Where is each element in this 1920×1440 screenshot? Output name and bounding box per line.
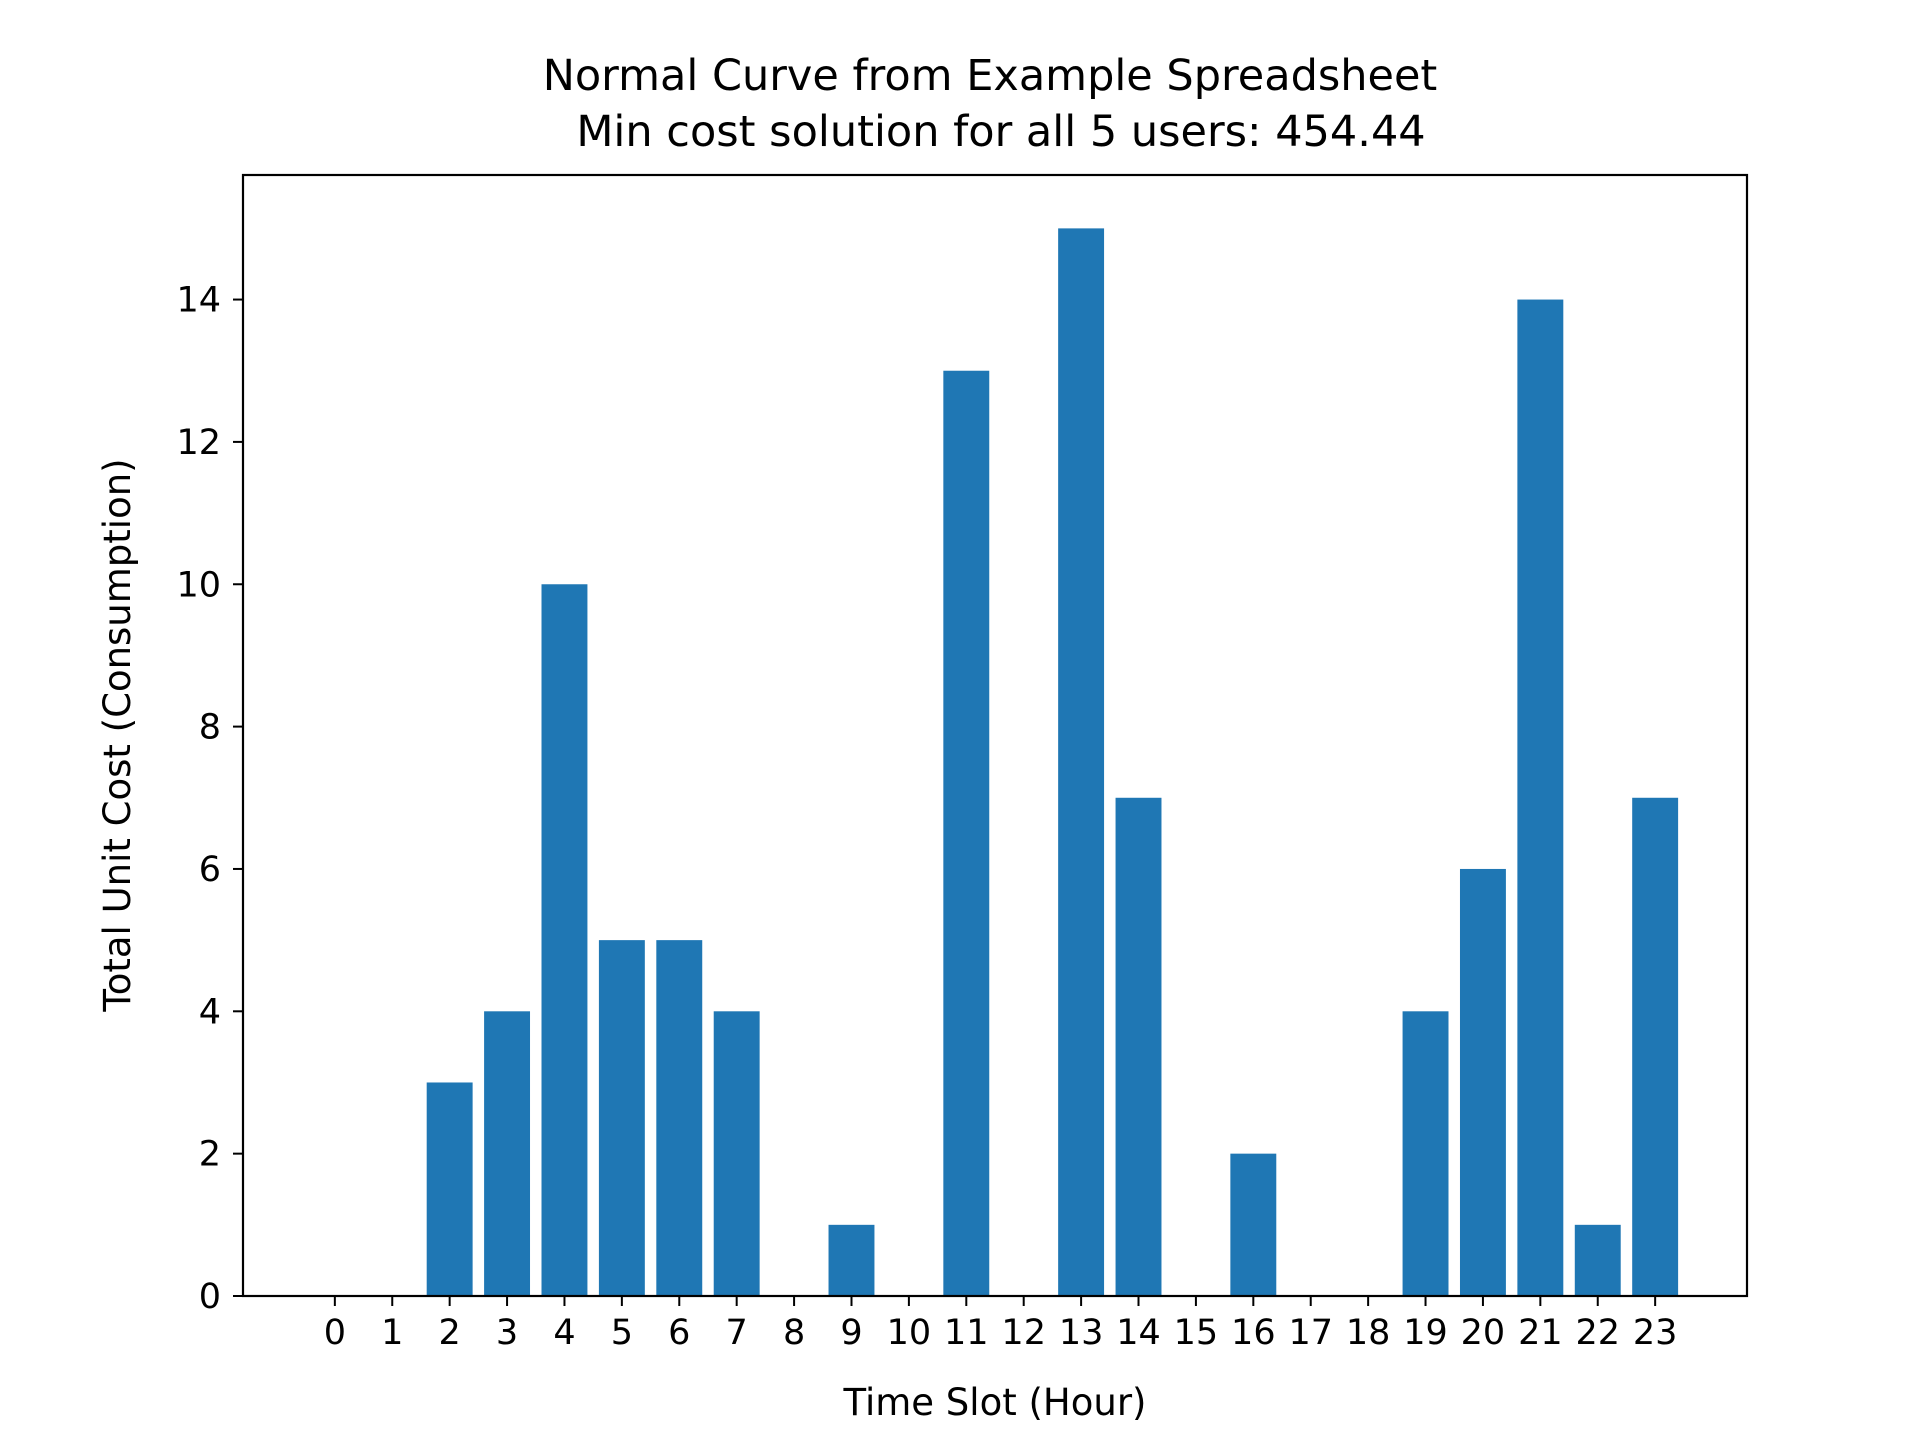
x-tick-label: 12 bbox=[1001, 1313, 1046, 1353]
y-tick-label: 4 bbox=[199, 992, 221, 1032]
x-tick-label: 15 bbox=[1174, 1313, 1219, 1353]
y-tick-label: 14 bbox=[176, 281, 221, 321]
bar-hour-16 bbox=[1230, 1153, 1277, 1296]
x-tick-label: 10 bbox=[887, 1313, 932, 1353]
bar-hour-11 bbox=[943, 370, 990, 1296]
x-tick-label: 8 bbox=[783, 1313, 805, 1353]
x-tick-label: 16 bbox=[1231, 1313, 1276, 1353]
y-axis-ticks: 0 2 4 6 8 10 12 14 bbox=[176, 281, 243, 1317]
chart-subtitle: Min cost solution for all 5 users: 454.4… bbox=[576, 107, 1425, 157]
chart-title: Normal Curve from Example Spreadsheet bbox=[543, 51, 1438, 101]
bar-hour-21 bbox=[1517, 299, 1564, 1296]
x-tick-label: 2 bbox=[439, 1313, 461, 1353]
bar-hour-2 bbox=[426, 1082, 473, 1296]
bar-hour-19 bbox=[1402, 1011, 1449, 1296]
bar-hour-9 bbox=[828, 1224, 875, 1296]
bar-hour-6 bbox=[656, 940, 703, 1296]
x-axis-ticks: 0 1 2 3 4 5 6 7 8 9 10 11 12 13 14 15 16 17 18 19 20 21 22 23 bbox=[324, 1296, 1678, 1353]
bar-hour-3 bbox=[484, 1011, 531, 1296]
x-tick-label: 4 bbox=[553, 1313, 575, 1353]
x-tick-label: 14 bbox=[1116, 1313, 1161, 1353]
x-tick-label: 23 bbox=[1633, 1313, 1678, 1353]
bar-hour-14 bbox=[1115, 797, 1162, 1296]
y-axis-label: Total Unit Cost (Consumption) bbox=[96, 458, 139, 1012]
x-tick-label: 21 bbox=[1518, 1313, 1563, 1353]
bar-hour-7 bbox=[713, 1011, 760, 1296]
x-tick-label: 0 bbox=[324, 1313, 346, 1353]
y-tick-label: 12 bbox=[176, 423, 221, 463]
x-tick-label: 3 bbox=[496, 1313, 518, 1353]
x-tick-label: 22 bbox=[1575, 1313, 1620, 1353]
bar-hour-4 bbox=[541, 584, 588, 1296]
bar-hour-20 bbox=[1459, 868, 1506, 1296]
x-tick-label: 17 bbox=[1288, 1313, 1333, 1353]
x-tick-label: 5 bbox=[611, 1313, 633, 1353]
y-tick-label: 2 bbox=[199, 1135, 221, 1175]
y-tick-label: 8 bbox=[199, 708, 221, 748]
x-tick-label: 13 bbox=[1059, 1313, 1104, 1353]
bar-hour-23 bbox=[1632, 797, 1679, 1296]
x-tick-label: 20 bbox=[1461, 1313, 1506, 1353]
y-tick-label: 6 bbox=[199, 850, 221, 890]
x-tick-label: 11 bbox=[944, 1313, 989, 1353]
bar-hour-22 bbox=[1574, 1224, 1621, 1296]
x-tick-label: 18 bbox=[1346, 1313, 1391, 1353]
x-tick-label: 7 bbox=[726, 1313, 748, 1353]
bar-hour-13 bbox=[1058, 228, 1105, 1296]
x-tick-label: 1 bbox=[381, 1313, 403, 1353]
plot-area-frame bbox=[241, 173, 1749, 1298]
x-axis-label: Time Slot (Hour) bbox=[843, 1381, 1147, 1424]
y-tick-label: 10 bbox=[176, 565, 221, 605]
x-tick-label: 19 bbox=[1403, 1313, 1448, 1353]
x-tick-label: 6 bbox=[668, 1313, 690, 1353]
bar-hour-5 bbox=[598, 940, 645, 1296]
x-tick-label: 9 bbox=[840, 1313, 862, 1353]
bars-group bbox=[426, 228, 1679, 1296]
y-tick-label: 0 bbox=[199, 1277, 221, 1317]
